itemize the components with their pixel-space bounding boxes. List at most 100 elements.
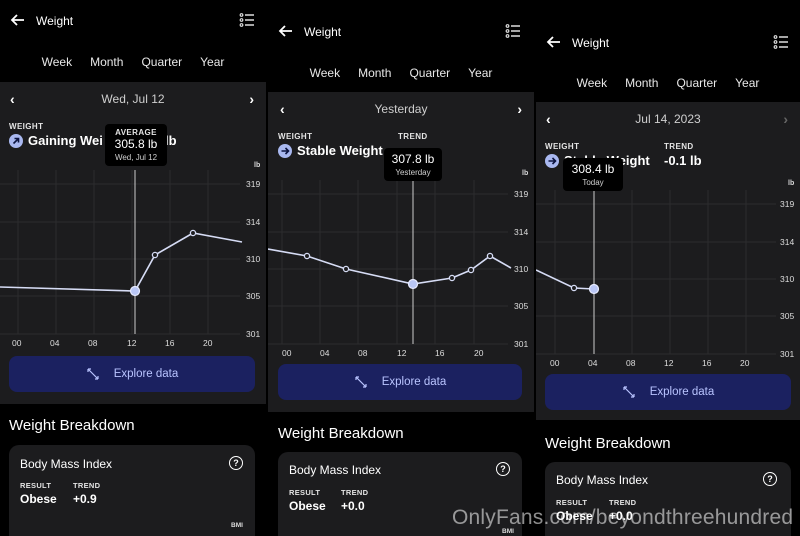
weight-breakdown-heading: Weight Breakdown bbox=[9, 417, 135, 434]
y-axis-unit: lb bbox=[254, 162, 261, 169]
back-arrow-icon[interactable] bbox=[278, 23, 296, 41]
watermark: OnlyFans.com/beyondthreehundred bbox=[452, 506, 794, 529]
svg-text:16: 16 bbox=[435, 348, 445, 358]
expand-diagonal-icon bbox=[87, 368, 99, 380]
weight-line-chart[interactable]: 319 314 310 305 301 00 04 08 12 16 20 bbox=[0, 170, 266, 360]
period-tabs: Week Month Quarter Year bbox=[536, 76, 800, 90]
date-navigator: ‹ Jul 14, 2023 › bbox=[536, 108, 800, 130]
next-chevron-icon[interactable]: › bbox=[517, 101, 522, 117]
trend-value: -0.1 lb bbox=[664, 153, 702, 168]
bmi-card[interactable]: Body Mass Index ? RESULT TREND Obese +0.… bbox=[545, 462, 791, 536]
weight-status: Stable Weight bbox=[278, 143, 383, 158]
trend-label: TREND bbox=[398, 132, 428, 141]
tooltip-value: 307.8 lb bbox=[391, 152, 435, 166]
next-chevron-icon[interactable]: › bbox=[249, 91, 254, 107]
list-menu-icon[interactable] bbox=[773, 34, 791, 52]
explore-data-button[interactable]: Explore data bbox=[278, 364, 522, 400]
y-axis-unit: lb bbox=[788, 180, 795, 187]
bmi-card[interactable]: Body Mass Index ? RESULT TREND Obese +0.… bbox=[9, 445, 255, 536]
tab-month[interactable]: Month bbox=[625, 76, 659, 90]
svg-text:08: 08 bbox=[626, 358, 636, 368]
svg-text:12: 12 bbox=[397, 348, 407, 358]
result-value: Obese bbox=[556, 509, 593, 523]
date-navigator: ‹ Yesterday › bbox=[268, 98, 534, 120]
weight-line-chart[interactable]: 319 314 310 305 301 00 04 08 12 16 20 bbox=[268, 180, 534, 370]
svg-text:310: 310 bbox=[246, 254, 260, 264]
svg-text:16: 16 bbox=[165, 338, 175, 348]
explore-data-label: Explore data bbox=[649, 386, 715, 398]
svg-text:310: 310 bbox=[514, 264, 528, 274]
prev-chevron-icon[interactable]: ‹ bbox=[280, 101, 285, 117]
svg-text:08: 08 bbox=[358, 348, 368, 358]
bmi-trend-value: +0.9 bbox=[73, 492, 97, 506]
weight-breakdown-heading: Weight Breakdown bbox=[545, 435, 671, 452]
back-arrow-icon[interactable] bbox=[10, 12, 28, 30]
period-tabs: Week Month Quarter Year bbox=[0, 55, 266, 69]
arrow-right-icon bbox=[545, 153, 559, 168]
result-value: Obese bbox=[289, 499, 326, 513]
back-arrow-icon[interactable] bbox=[546, 34, 564, 52]
svg-text:20: 20 bbox=[740, 358, 750, 368]
svg-text:00: 00 bbox=[282, 348, 292, 358]
bmi-card[interactable]: Body Mass Index ? RESULT TREND Obese +0.… bbox=[278, 452, 522, 536]
result-label: RESULT bbox=[556, 498, 588, 507]
weight-status-text: Stable Weight bbox=[297, 143, 383, 158]
tab-quarter[interactable]: Quarter bbox=[676, 76, 718, 90]
svg-text:04: 04 bbox=[320, 348, 330, 358]
prev-chevron-icon[interactable]: ‹ bbox=[546, 111, 551, 127]
weight-label: WEIGHT bbox=[9, 122, 44, 131]
expand-diagonal-icon bbox=[355, 376, 367, 388]
svg-text:00: 00 bbox=[550, 358, 560, 368]
chart-tooltip: 307.8 lb Yesterday bbox=[384, 148, 442, 181]
tab-week[interactable]: Week bbox=[41, 55, 73, 69]
explore-data-button[interactable]: Explore data bbox=[545, 374, 791, 410]
tab-year[interactable]: Year bbox=[468, 66, 493, 80]
chart-tooltip: AVERAGE 305.8 lb Wed, Jul 12 bbox=[105, 124, 167, 166]
tooltip-date: Wed, Jul 12 bbox=[114, 153, 158, 162]
weight-line-chart[interactable]: 319 314 310 305 301 00 04 08 12 16 20 bbox=[536, 190, 800, 380]
tooltip-label: AVERAGE bbox=[115, 128, 157, 137]
bmi-trend-value: +0.0 bbox=[341, 499, 365, 513]
result-label: RESULT bbox=[289, 488, 321, 497]
prev-chevron-icon[interactable]: ‹ bbox=[10, 91, 15, 107]
explore-data-label: Explore data bbox=[381, 376, 447, 388]
arrow-up-right-icon bbox=[9, 133, 23, 148]
tab-week[interactable]: Week bbox=[309, 66, 341, 80]
list-menu-icon[interactable] bbox=[505, 23, 523, 41]
tab-week[interactable]: Week bbox=[576, 76, 608, 90]
chart-card: ‹ Wed, Jul 12 › WEIGHT Gaining Wei lb AV… bbox=[0, 82, 266, 404]
date-navigator: ‹ Wed, Jul 12 › bbox=[0, 88, 266, 110]
tab-year[interactable]: Year bbox=[735, 76, 760, 90]
explore-data-button[interactable]: Explore data bbox=[9, 356, 255, 392]
trend-label: TREND bbox=[609, 498, 637, 507]
result-label: RESULT bbox=[20, 481, 52, 490]
tab-quarter[interactable]: Quarter bbox=[409, 66, 451, 80]
svg-text:319: 319 bbox=[246, 179, 260, 189]
weight-label: WEIGHT bbox=[545, 142, 580, 151]
tab-year[interactable]: Year bbox=[200, 55, 225, 69]
help-icon[interactable]: ? bbox=[763, 472, 777, 486]
svg-text:305: 305 bbox=[780, 311, 794, 321]
svg-text:301: 301 bbox=[780, 349, 794, 359]
weight-breakdown-heading: Weight Breakdown bbox=[278, 425, 404, 442]
next-chevron-icon[interactable]: › bbox=[783, 111, 788, 127]
svg-text:310: 310 bbox=[780, 274, 794, 284]
bmi-title: Body Mass Index bbox=[20, 457, 113, 471]
tooltip-date: Yesterday bbox=[395, 168, 431, 177]
tab-month[interactable]: Month bbox=[358, 66, 392, 80]
date-label: Yesterday bbox=[374, 102, 428, 116]
svg-text:314: 314 bbox=[514, 227, 528, 237]
expand-diagonal-icon bbox=[623, 386, 635, 398]
svg-text:20: 20 bbox=[203, 338, 213, 348]
bmi-title: Body Mass Index bbox=[289, 463, 382, 477]
chart-tooltip: 308.4 lb Today bbox=[563, 158, 623, 191]
list-menu-icon[interactable] bbox=[239, 12, 257, 30]
trend-label: TREND bbox=[73, 481, 101, 490]
tab-quarter[interactable]: Quarter bbox=[141, 55, 183, 69]
svg-text:20: 20 bbox=[474, 348, 484, 358]
help-icon[interactable]: ? bbox=[496, 462, 510, 476]
help-icon[interactable]: ? bbox=[229, 456, 243, 470]
page-title: Weight bbox=[36, 14, 74, 28]
tab-month[interactable]: Month bbox=[90, 55, 124, 69]
trend-value: lb bbox=[165, 133, 177, 148]
